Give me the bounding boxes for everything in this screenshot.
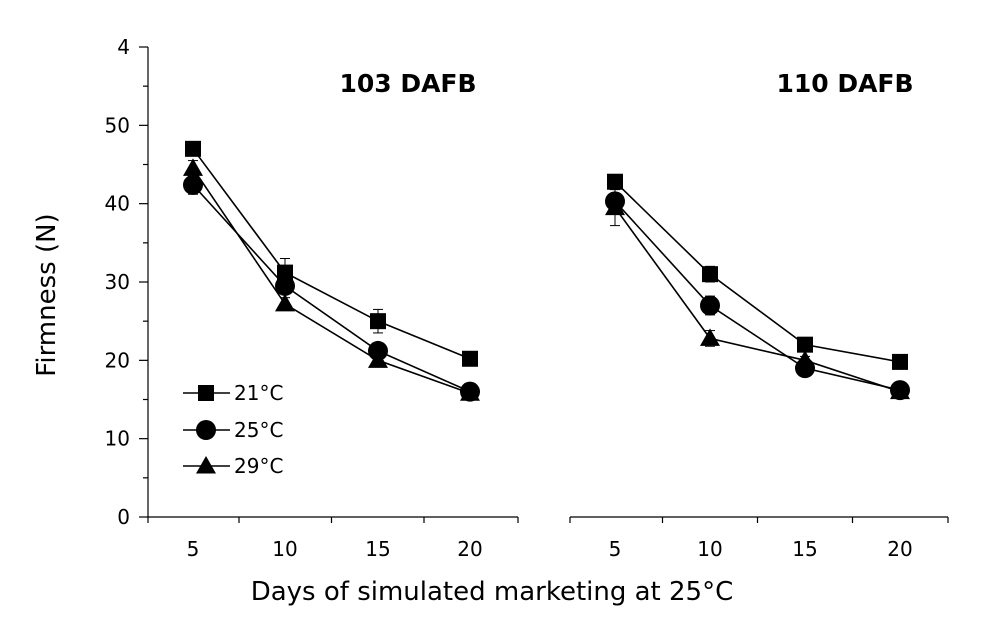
x-axis-label: Days of simulated marketing at 25°C: [250, 577, 734, 607]
triangle-marker: [605, 197, 625, 216]
x-tick-label: 20: [457, 537, 482, 561]
legend-label: 29°C: [234, 454, 283, 478]
series-line: [614, 207, 901, 393]
x-tick-label: 10: [697, 537, 722, 561]
square-marker: [892, 353, 908, 370]
square-marker: [607, 173, 623, 190]
square-marker: [462, 350, 478, 367]
triangle-marker: [196, 456, 216, 474]
series-line: [614, 181, 901, 363]
y-tick-label-top: 4: [117, 35, 130, 59]
y-tick-label: 10: [105, 427, 130, 451]
x-tick-label: 5: [187, 537, 200, 561]
triangle-marker: [700, 328, 720, 346]
x-tick-label: 10: [272, 537, 297, 561]
series-line: [192, 184, 471, 393]
panel-title-2: 110 DAFB: [776, 69, 913, 98]
x-tick-label: 15: [365, 537, 390, 561]
y-axis-label: Firmness (N): [32, 213, 62, 377]
triangle-marker: [183, 158, 203, 176]
triangle-marker: [890, 381, 910, 400]
series-line: [192, 148, 471, 360]
y-tick-label: 0: [117, 505, 130, 529]
y-tick-label: 50: [105, 113, 130, 137]
y-tick-label: 20: [105, 348, 130, 372]
series-line: [614, 200, 901, 391]
x-tick-label: 5: [609, 537, 622, 561]
series-line: [192, 167, 471, 394]
square-marker: [370, 313, 386, 330]
y-tick-label: 30: [105, 270, 130, 294]
circle-marker: [700, 295, 720, 316]
legend-label: 25°C: [234, 418, 283, 442]
x-tick-label: 20: [887, 537, 912, 561]
square-marker: [277, 264, 293, 281]
triangle-marker: [368, 350, 388, 368]
x-tick-label: 15: [792, 537, 817, 561]
square-marker: [797, 336, 813, 353]
triangle-marker: [275, 293, 295, 312]
y-tick-label: 40: [105, 192, 130, 216]
circle-marker: [183, 174, 203, 195]
triangle-marker: [795, 350, 815, 368]
triangle-marker: [460, 383, 480, 401]
panel-title-1: 103 DAFB: [339, 69, 476, 98]
legend-label: 21°C: [234, 381, 283, 405]
square-marker: [198, 385, 214, 401]
square-marker: [702, 266, 718, 283]
square-marker: [185, 140, 201, 157]
circle-marker: [196, 420, 216, 440]
circle-marker: [275, 275, 295, 296]
